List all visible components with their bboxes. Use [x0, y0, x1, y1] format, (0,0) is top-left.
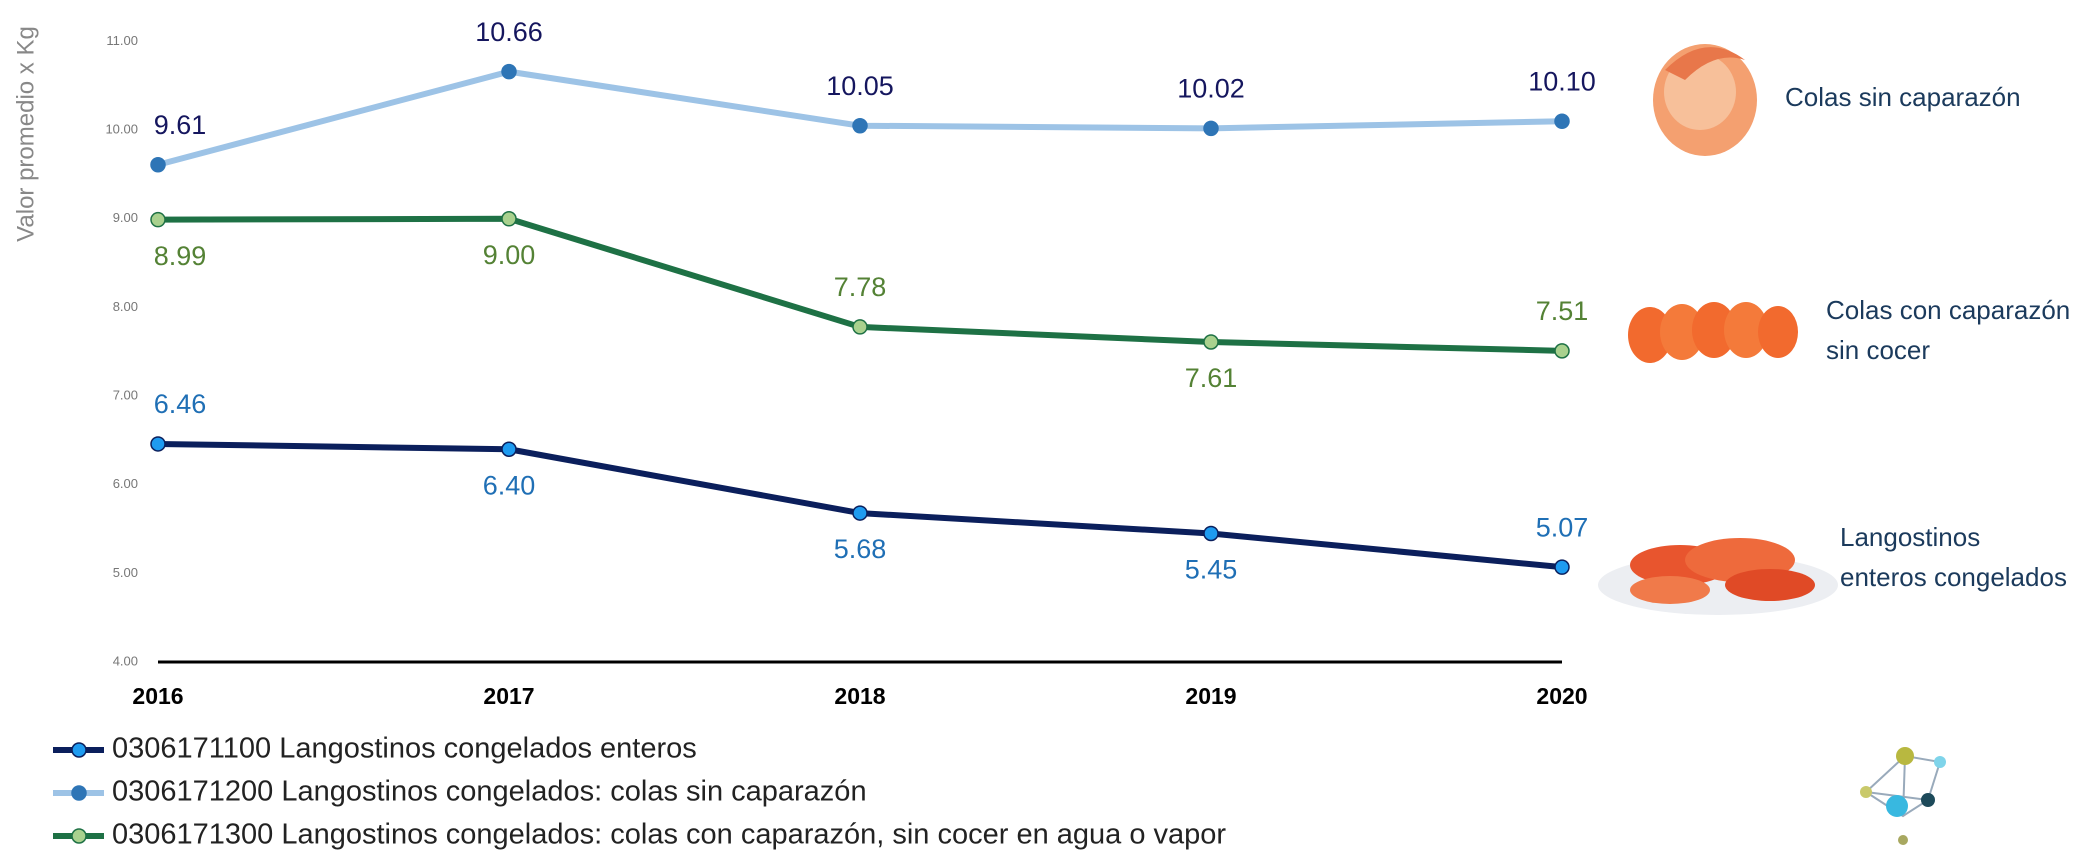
data-point — [501, 441, 517, 458]
logo — [1860, 747, 1946, 845]
annotation: sin cocer — [1826, 335, 1930, 365]
annotation: Colas sin caparazón — [1785, 82, 2021, 112]
shrimp-image — [1598, 538, 1838, 615]
x-tick-label: 2017 — [483, 683, 534, 709]
data-point — [150, 156, 166, 173]
legend-marker — [71, 742, 87, 758]
data-point — [501, 63, 517, 80]
legend-marker — [71, 785, 87, 801]
data-label: 9.00 — [483, 240, 536, 270]
legend-label: 0306171200 Langostinos congelados: colas… — [112, 776, 867, 808]
data-label: 10.02 — [1177, 73, 1245, 103]
data-label: 7.51 — [1536, 296, 1589, 326]
y-tick-label: 8.00 — [113, 299, 138, 314]
legend-item: 0306171300 Langostinos congelados: colas… — [53, 819, 1226, 851]
x-tick-label: 2020 — [1536, 683, 1587, 709]
y-tick-label: 6.00 — [113, 476, 138, 491]
legend-marker — [71, 828, 87, 844]
y-tick-label: 4.00 — [113, 653, 138, 668]
legend-item: 0306171200 Langostinos congelados: colas… — [53, 776, 867, 808]
data-point — [1203, 525, 1219, 542]
data-label: 10.05 — [826, 71, 894, 101]
data-label: 10.66 — [475, 17, 543, 47]
data-point — [501, 211, 517, 227]
annotation: Colas con caparazón — [1826, 295, 2070, 325]
y-tick-label: 7.00 — [113, 388, 138, 403]
legend-label: 0306171300 Langostinos congelados: colas… — [112, 819, 1226, 851]
data-label: 5.45 — [1185, 555, 1238, 585]
data-point — [1554, 113, 1570, 130]
y-tick-label: 11.00 — [106, 33, 138, 48]
y-tick-label: 5.00 — [113, 565, 138, 580]
shrimp-image — [1653, 44, 1757, 156]
data-label: 5.68 — [834, 534, 887, 564]
data-label: 7.61 — [1185, 363, 1238, 393]
legend-label: 0306171100 Langostinos congelados entero… — [112, 733, 697, 765]
x-tick-label: 2018 — [834, 683, 885, 709]
data-point — [150, 211, 166, 228]
data-point — [852, 319, 868, 335]
data-label: 6.46 — [154, 389, 207, 419]
y-tick-label: 10.00 — [105, 122, 138, 137]
data-point — [1554, 343, 1570, 359]
annotation: enteros congelados — [1840, 562, 2067, 592]
data-point — [1203, 334, 1219, 350]
data-point — [852, 117, 868, 134]
data-label: 7.78 — [834, 272, 887, 302]
legend-item: 0306171100 Langostinos congelados entero… — [53, 733, 697, 765]
data-point — [1203, 120, 1219, 137]
shrimp-image — [1628, 302, 1798, 363]
y-axis-label: Valor promedio x Kg — [12, 26, 39, 242]
x-tick-label: 2019 — [1185, 683, 1236, 709]
data-label: 8.99 — [154, 241, 207, 271]
y-tick-label: 9.00 — [113, 210, 138, 225]
data-point — [1554, 559, 1570, 575]
data-label: 9.61 — [154, 110, 207, 140]
x-tick-label: 2016 — [132, 683, 183, 709]
data-label: 6.40 — [483, 470, 536, 500]
data-label: 5.07 — [1536, 512, 1589, 542]
annotation: Langostinos — [1840, 522, 1980, 552]
data-point — [852, 505, 868, 521]
data-label: 10.10 — [1528, 66, 1596, 96]
data-point — [150, 436, 166, 452]
